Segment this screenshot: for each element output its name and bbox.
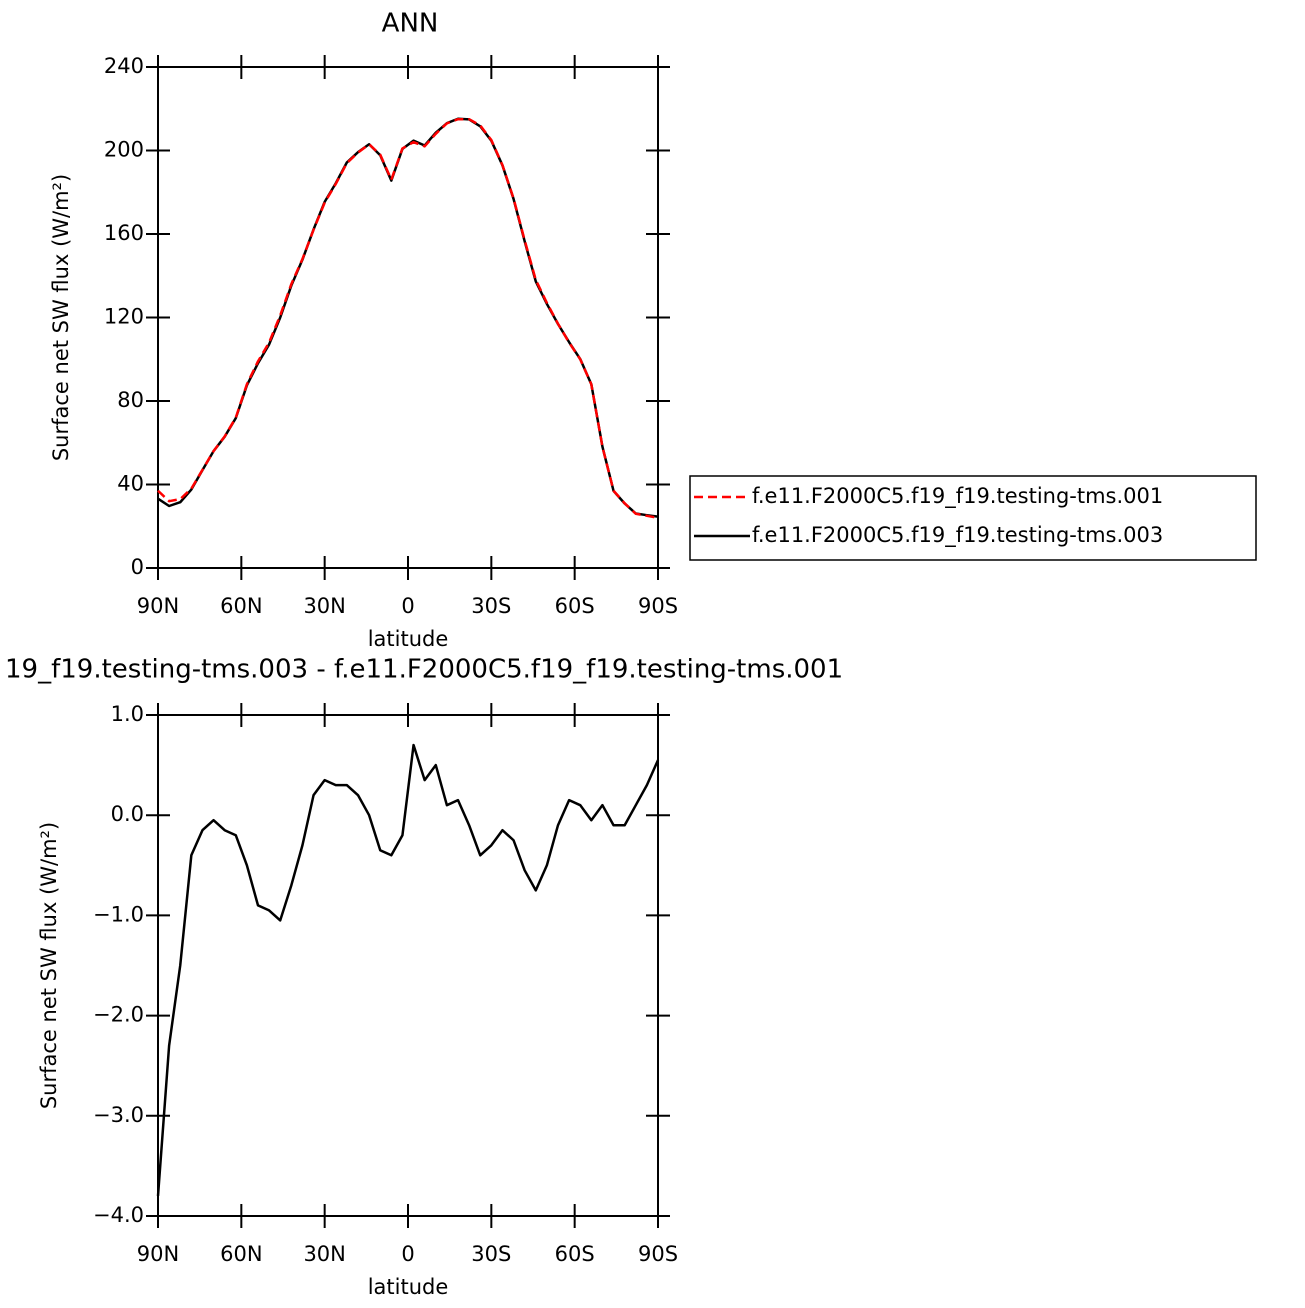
x-axis-label: latitude bbox=[368, 1275, 449, 1299]
x-tick-label: 90S bbox=[638, 594, 678, 618]
y-tick-label: 40 bbox=[117, 472, 144, 496]
y-tick-label: 1.0 bbox=[111, 702, 144, 726]
y-tick-label: 120 bbox=[104, 305, 144, 329]
data-line bbox=[156, 743, 660, 1197]
y-tick-label: −1.0 bbox=[93, 902, 144, 926]
x-tick-label: 90S bbox=[638, 1242, 678, 1266]
data-line bbox=[157, 117, 659, 518]
x-tick-label: 60S bbox=[555, 594, 595, 618]
plot-frame bbox=[157, 66, 659, 569]
y-tick-label: −2.0 bbox=[93, 1003, 144, 1027]
legend-label: f.e11.F2000C5.f19_f19.testing-tms.001 bbox=[752, 484, 1163, 509]
x-tick-label: 30N bbox=[303, 594, 345, 618]
x-tick-label: 90N bbox=[137, 1242, 179, 1266]
x-tick-label: 0 bbox=[401, 1242, 414, 1266]
x-tick-label: 30S bbox=[471, 1242, 511, 1266]
data-line bbox=[157, 117, 659, 520]
y-axis-label: Surface net SW flux (W/m²) bbox=[37, 822, 61, 1109]
x-tick-label: 30S bbox=[471, 594, 511, 618]
x-axis-label: latitude bbox=[368, 627, 449, 651]
y-tick-label: −3.0 bbox=[93, 1103, 144, 1127]
chart-title: ANN bbox=[382, 9, 439, 39]
y-tick-label: −4.0 bbox=[93, 1203, 144, 1227]
y-tick-label: 160 bbox=[104, 221, 144, 245]
x-tick-label: 30N bbox=[303, 1242, 345, 1266]
legend-box bbox=[689, 475, 1257, 561]
y-tick-label: 80 bbox=[117, 388, 144, 412]
chart-title: 19_f19.testing-tms.003 - f.e11.F2000C5.f… bbox=[5, 655, 843, 685]
y-tick-label: 0 bbox=[131, 555, 144, 579]
x-tick-label: 60N bbox=[220, 1242, 262, 1266]
y-tick-label: 240 bbox=[104, 54, 144, 78]
y-tick-label: 0.0 bbox=[111, 802, 144, 826]
legend-label: f.e11.F2000C5.f19_f19.testing-tms.003 bbox=[752, 523, 1163, 548]
x-tick-label: 60N bbox=[220, 594, 262, 618]
x-tick-label: 60S bbox=[555, 1242, 595, 1266]
x-tick-label: 0 bbox=[401, 594, 414, 618]
y-axis-label: Surface net SW flux (W/m²) bbox=[49, 174, 73, 461]
x-tick-label: 90N bbox=[137, 594, 179, 618]
y-tick-label: 200 bbox=[104, 138, 144, 162]
